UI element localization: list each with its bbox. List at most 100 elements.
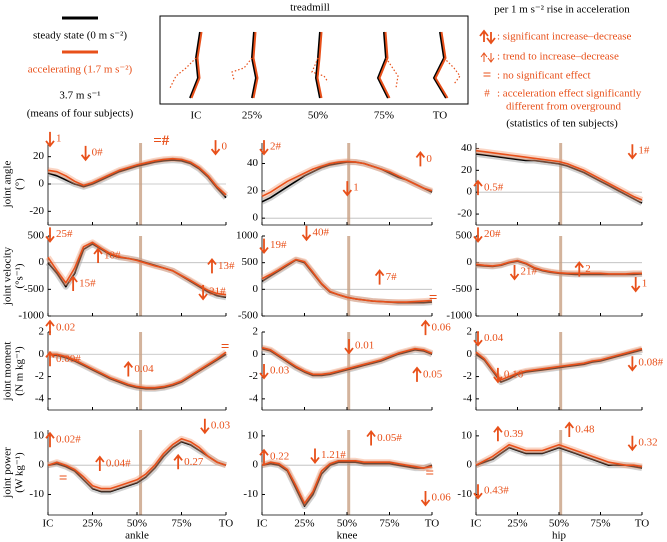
y-tick-label: 2 <box>39 326 45 338</box>
y-tick-label: 0 <box>467 186 473 198</box>
x-tick-label: 75% <box>590 518 610 530</box>
annotation: 0.03 <box>211 419 231 431</box>
series-line <box>475 446 643 469</box>
annotation: 19# <box>270 239 287 251</box>
panel: -1000 -500 0 500 joint velocity (°s⁻¹) 25# 15# 1… <box>2 227 235 322</box>
speed: 3.7 m s⁻¹ <box>59 90 100 102</box>
panel: -20 0 20 40 0.5# 1# <box>457 142 650 226</box>
panel: -4 -2 0 2 0.04 0.16 0.08# <box>463 326 664 411</box>
series-line <box>47 438 227 490</box>
stick-accelerating <box>252 31 259 99</box>
effect-arrow <box>493 425 503 442</box>
effect-arrow <box>259 448 269 465</box>
stick-accelerating <box>190 31 203 99</box>
y-tick-label: 10 <box>247 429 259 441</box>
y-tick-label: 500 <box>28 230 45 242</box>
series-line <box>261 347 433 377</box>
effect-arrow <box>259 238 269 255</box>
effect-arrow <box>173 453 183 470</box>
effect-arrow <box>627 435 638 452</box>
x-tick-label: 75% <box>379 518 399 530</box>
stick-swing <box>385 57 399 89</box>
annotation: 0.00# <box>56 353 81 365</box>
series-line <box>261 460 433 505</box>
y-tick-label: 0 <box>253 283 259 295</box>
annotation: = <box>59 471 68 487</box>
y-tick-label: 500 <box>242 256 259 268</box>
stick-steady <box>250 31 258 99</box>
x-tick-label: IC <box>257 518 268 530</box>
series-line <box>47 241 227 296</box>
effect-arrow <box>93 247 103 263</box>
annotation: 0.06 <box>432 492 452 504</box>
x-tick-label: 25% <box>294 518 314 530</box>
annotation: 13# <box>218 260 235 272</box>
series-band <box>474 345 643 383</box>
y-tick-label: 2 <box>253 326 259 338</box>
stick-accelerating <box>378 31 391 99</box>
annotation: 0 <box>222 141 228 153</box>
y-tick-label: -10 <box>457 488 472 500</box>
series-line <box>475 349 643 383</box>
y-axis-unit: (W kg⁻¹) <box>14 452 26 493</box>
y-tick-label: -500 <box>24 283 45 295</box>
effect-arrow <box>473 179 483 196</box>
annotation: = <box>221 339 230 355</box>
stick-accelerating <box>316 31 323 99</box>
effect-arrow <box>259 364 269 380</box>
effect-arrow <box>198 285 208 301</box>
hash-symbol: # <box>484 88 490 100</box>
effect-arrow <box>374 269 385 285</box>
effect-arrow <box>95 455 105 471</box>
y-tick-label: 0 <box>467 459 473 471</box>
annotation: 0.05# <box>377 432 402 444</box>
effect-arrow <box>412 366 422 382</box>
x-axis-label: hip <box>552 530 567 542</box>
legend-accelerating: accelerating (1.7 m s⁻²) <box>28 64 133 76</box>
annotation: 0.16 <box>504 368 524 380</box>
stick-figures <box>169 31 461 99</box>
stick-swing <box>443 57 461 85</box>
annotation: =# <box>153 133 170 149</box>
legend-overground-2: different from overground <box>506 101 622 113</box>
effect-arrow <box>366 430 376 446</box>
effect-arrow <box>574 261 584 277</box>
effect-arrow <box>473 227 483 243</box>
y-tick-label: -2 <box>35 370 44 382</box>
stick-steady <box>189 31 201 99</box>
y-tick-label: 20 <box>461 164 473 176</box>
y-tick-label: -500 <box>238 310 259 322</box>
y-tick-label: 1000 <box>236 230 259 242</box>
y-tick-label: 500 <box>456 230 473 242</box>
effect-arrow <box>493 367 503 384</box>
annotation: 40# <box>313 226 330 238</box>
y-tick-label: 20 <box>247 184 259 196</box>
treadmill-title: treadmill <box>290 2 330 14</box>
panel: -1000 -500 0 500 20# 21# 2 1 <box>446 227 648 322</box>
equal-symbol: = <box>483 67 492 83</box>
y-tick-label: 0 <box>39 178 45 190</box>
stick-accelerating <box>434 31 449 99</box>
annotation: 0.01 <box>355 340 374 352</box>
effect-arrow <box>627 144 638 160</box>
annotation: 0.05 <box>423 368 443 380</box>
y-tick-label: -20 <box>457 208 472 220</box>
stick-steady <box>376 31 389 99</box>
x-tick-label: IC <box>43 518 54 530</box>
y-axis-unit: (°) <box>14 178 26 190</box>
stick-swing <box>311 57 329 83</box>
x-tick-label: 75% <box>171 518 191 530</box>
phase-label: TO <box>433 110 448 122</box>
panel: -10 0 10 IC 25% 50% 75% TO ankle joint power (W kg… <box>2 418 233 542</box>
annotation: 0.27 <box>184 456 204 468</box>
y-tick-label: 40 <box>461 142 473 154</box>
annotation: 0.04 <box>484 332 504 344</box>
x-tick-label: TO <box>425 518 440 530</box>
annotation: 15# <box>79 278 96 290</box>
annotation: 1 <box>642 278 648 290</box>
annotation: 1# <box>638 145 650 157</box>
y-tick-label: -500 <box>452 283 473 295</box>
series-line <box>47 157 227 196</box>
legend-overground: : acceleration effect significantly <box>497 88 642 100</box>
stick-steady <box>432 31 447 99</box>
